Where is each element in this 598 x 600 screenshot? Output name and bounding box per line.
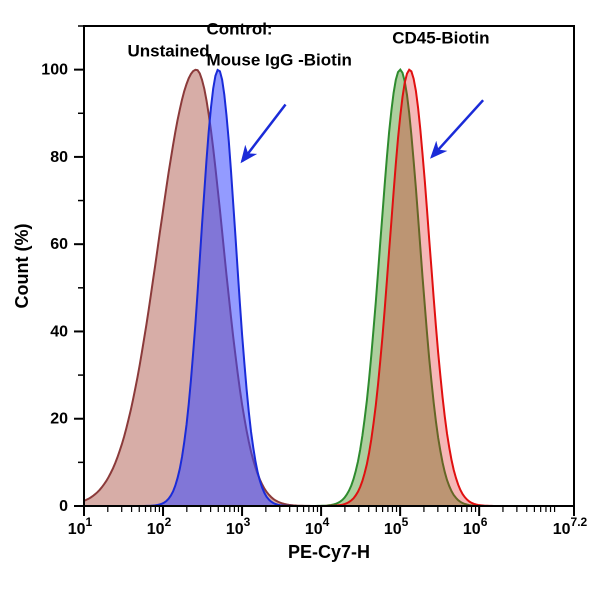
y-tick-label: 80: [50, 149, 68, 166]
annotation-label: CD45-Biotin: [392, 28, 489, 47]
y-tick-label: 60: [50, 236, 68, 253]
y-axis-label: Count (%): [12, 224, 32, 309]
chart-bg: [0, 0, 598, 600]
annotation-label: Unstained: [127, 42, 209, 61]
y-tick-label: 100: [41, 62, 68, 79]
y-tick-label: 40: [50, 323, 68, 340]
annotation-label: Mouse IgG -Biotin: [207, 50, 352, 69]
x-axis-label: PE-Cy7-H: [288, 542, 370, 562]
y-tick-label: 0: [59, 498, 68, 515]
y-tick-label: 20: [50, 411, 68, 428]
annotation-label: Control:: [207, 20, 273, 39]
